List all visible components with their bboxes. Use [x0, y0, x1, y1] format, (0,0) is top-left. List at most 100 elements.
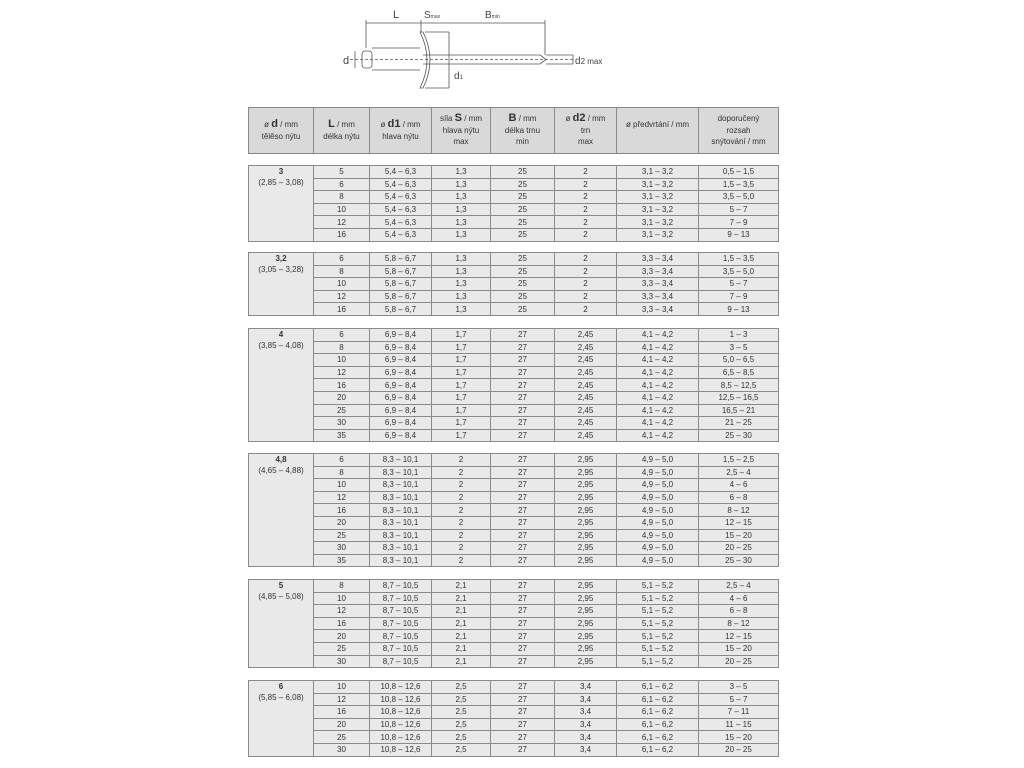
cell-d2: 2,95: [554, 579, 617, 593]
cell-predvrtani: 4,9 – 5,0: [616, 490, 699, 505]
table-row: 35 8,3 – 10,1 2 27 2,95 4,9 – 5,0 25 – 30: [249, 553, 779, 568]
cell-d1: 10,8 – 12,6: [369, 730, 432, 744]
cell-B: 27: [490, 378, 555, 392]
diameter-cell: 5 (4,85 – 5,08): [248, 578, 314, 669]
rivet-diagram: L Smax Bmin d d1 d2 max: [343, 9, 602, 89]
cell-predvrtani: 4,1 – 4,2: [616, 353, 699, 367]
cell-rozsah: 1,5 – 2,5: [698, 453, 779, 467]
cell-L: 35: [313, 553, 370, 568]
cell-predvrtani: 3,1 – 3,2: [616, 165, 699, 179]
cell-rozsah: 12 – 15: [698, 629, 779, 643]
cell-L: 25: [313, 730, 370, 744]
cell-predvrtani: 4,9 – 5,0: [616, 465, 699, 480]
table-row: 8 8,3 – 10,1 2 27 2,95 4,9 – 5,0 2,5 – 4: [249, 465, 779, 480]
cell-B: 25: [490, 190, 555, 204]
cell-S: 1,3: [431, 264, 491, 279]
cell-d1: 5,8 – 6,7: [369, 302, 432, 316]
diameter-cell: 4,8 (4,65 – 4,88): [248, 452, 314, 568]
cell-d2: 2: [554, 202, 617, 217]
cell-d1: 6,9 – 8,4: [369, 365, 432, 380]
cell-S: 1,7: [431, 428, 491, 443]
cell-d1: 8,3 – 10,1: [369, 553, 432, 568]
cell-L: 10: [313, 478, 370, 492]
cell-S: 1,7: [431, 353, 491, 367]
cell-d2: 2: [554, 252, 617, 266]
cell-rozsah: 21 – 25: [698, 416, 779, 430]
cell-B: 27: [490, 541, 555, 555]
cell-S: 1,3: [431, 215, 491, 229]
cell-predvrtani: 6,1 – 6,2: [616, 742, 699, 757]
cell-S: 1,3: [431, 227, 491, 242]
cell-rozsah: 20 – 25: [698, 654, 779, 669]
cell-L: 10: [313, 591, 370, 606]
cell-rozsah: 6 – 8: [698, 490, 779, 505]
cell-S: 1,3: [431, 289, 491, 304]
cell-B: 27: [490, 365, 555, 380]
cell-d2: 2,95: [554, 616, 617, 631]
cell-S: 1,3: [431, 252, 491, 266]
cell-B: 27: [490, 705, 555, 719]
cell-d2: 2,95: [554, 503, 617, 517]
cell-predvrtani: 4,1 – 4,2: [616, 340, 699, 355]
cell-d2: 2: [554, 277, 617, 291]
cell-d2: 3,4: [554, 705, 617, 719]
cell-L: 6: [313, 252, 370, 266]
cell-predvrtani: 3,1 – 3,2: [616, 177, 699, 192]
cell-predvrtani: 5,1 – 5,2: [616, 654, 699, 669]
cell-B: 25: [490, 177, 555, 192]
cell-predvrtani: 3,3 – 3,4: [616, 289, 699, 304]
cell-d1: 5,8 – 6,7: [369, 252, 432, 266]
cell-d1: 8,3 – 10,1: [369, 503, 432, 517]
cell-L: 30: [313, 416, 370, 430]
cell-S: 2,1: [431, 591, 491, 606]
cell-d2: 2,95: [554, 541, 617, 555]
cell-d1: 8,7 – 10,5: [369, 616, 432, 631]
cell-predvrtani: 4,9 – 5,0: [616, 515, 699, 530]
cell-S: 2: [431, 490, 491, 505]
cell-d2: 2,95: [554, 591, 617, 606]
table-row: 6 (5,85 – 6,08) 10 10,8 – 12,6 2,5 27 3,4 6,1 –…: [248, 680, 779, 757]
table-row: 30 10,8 – 12,6 2,5 27 3,4 6,1 – 6,2 20 – 25: [249, 742, 779, 757]
cell-predvrtani: 4,1 – 4,2: [616, 403, 699, 418]
cell-d2: 2,45: [554, 403, 617, 418]
cell-S: 2,5: [431, 742, 491, 757]
cell-d1: 8,3 – 10,1: [369, 453, 432, 467]
cell-d2: 2,95: [554, 490, 617, 505]
cell-L: 16: [313, 378, 370, 392]
cell-B: 27: [490, 742, 555, 757]
table-row: 25 6,9 – 8,4 1,7 27 2,45 4,1 – 4,2 16,5 – 21: [249, 403, 779, 418]
table-row: 10 6,9 – 8,4 1,7 27 2,45 4,1 – 4,2 5,0 – 6,5: [249, 353, 779, 367]
cell-B: 27: [490, 604, 555, 618]
cell-L: 5: [313, 165, 370, 179]
cell-d1: 10,8 – 12,6: [369, 705, 432, 719]
cell-rozsah: 8 – 12: [698, 616, 779, 631]
cell-rozsah: 3,5 – 5,0: [698, 190, 779, 204]
cell-B: 25: [490, 289, 555, 304]
cell-B: 27: [490, 641, 555, 656]
cell-L: 25: [313, 403, 370, 418]
cell-d1: 5,4 – 6,3: [369, 202, 432, 217]
header-d1: ø d1 / mm hlava nýtu: [369, 107, 432, 154]
cell-rozsah: 5 – 7: [698, 202, 779, 217]
table-row: 3,2 (3,05 – 3,28) 6 5,8 – 6,7 1,3 25 2 3,3 – 3,…: [248, 252, 779, 316]
cell-S: 1,3: [431, 277, 491, 291]
label-d2: d2 max: [575, 56, 602, 67]
table-row: 12 6,9 – 8,4 1,7 27 2,45 4,1 – 4,2 6,5 – 8,5: [249, 365, 779, 380]
cell-d1: 5,8 – 6,7: [369, 277, 432, 291]
cell-d2: 2: [554, 215, 617, 229]
table-row: 30 8,3 – 10,1 2 27 2,95 4,9 – 5,0 20 – 25: [249, 541, 779, 555]
cell-S: 2: [431, 528, 491, 543]
cell-d2: 2,95: [554, 629, 617, 643]
cell-L: 12: [313, 215, 370, 229]
cell-B: 25: [490, 215, 555, 229]
cell-S: 1,3: [431, 165, 491, 179]
table-row: 6 5,4 – 6,3 1,3 25 2 3,1 – 3,2 1,5 – 3,5: [249, 177, 779, 192]
cell-predvrtani: 6,1 – 6,2: [616, 717, 699, 732]
cell-S: 2: [431, 503, 491, 517]
cell-B: 27: [490, 654, 555, 669]
cell-L: 10: [313, 680, 370, 694]
cell-B: 27: [490, 680, 555, 694]
cell-S: 1,7: [431, 365, 491, 380]
cell-B: 27: [490, 428, 555, 443]
cell-L: 30: [313, 541, 370, 555]
